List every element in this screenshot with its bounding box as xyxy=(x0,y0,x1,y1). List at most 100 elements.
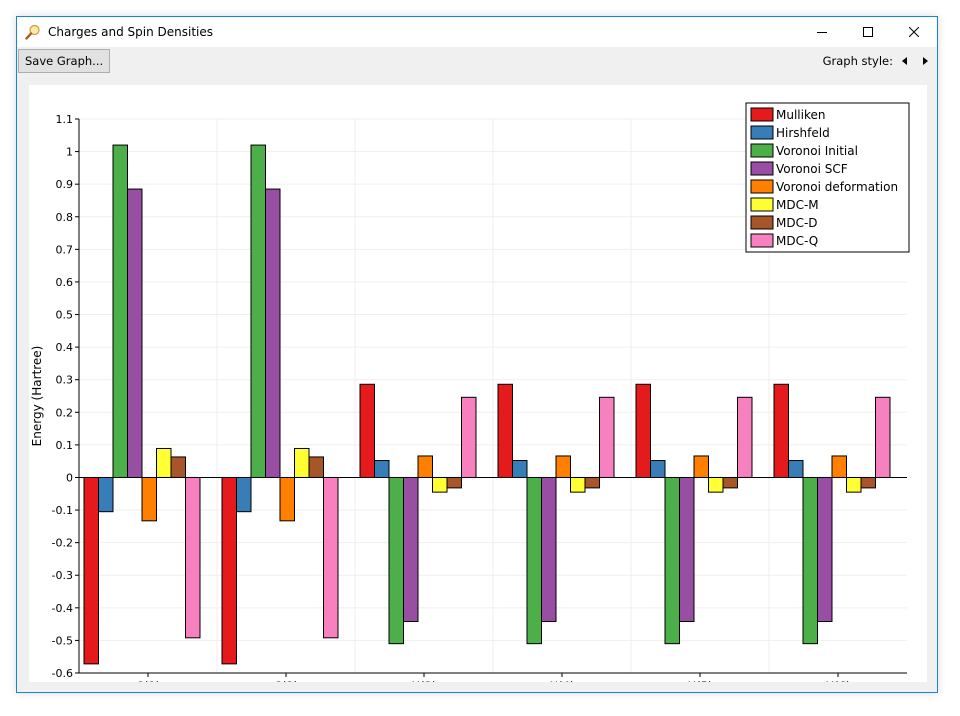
bar-mdc-d xyxy=(722,476,738,489)
y-axis-label: Energy (Hartree) xyxy=(30,346,44,447)
bar-voronoi-deformation xyxy=(279,476,295,522)
y-tick-label: 0.7 xyxy=(56,243,74,256)
y-tick-label: -0.6 xyxy=(52,667,73,680)
arrow-right-icon xyxy=(923,57,928,65)
legend-swatch xyxy=(750,215,774,230)
minimize-icon xyxy=(817,32,827,33)
legend-entry: MDC-M xyxy=(776,198,819,212)
magnifier-icon xyxy=(25,24,40,40)
bar-mdc-d xyxy=(308,456,324,478)
bar-mdc-q xyxy=(323,476,339,639)
bar-mdc-m xyxy=(846,476,862,493)
y-tick-label: 0.4 xyxy=(56,341,74,354)
bar-mulliken xyxy=(497,383,513,478)
bar-hirshfeld xyxy=(98,476,114,513)
maximize-button[interactable] xyxy=(845,17,891,47)
legend-entry: MDC-D xyxy=(776,216,818,230)
bar-chart: -0.6 -0.5 -0.4 -0.3 -0.2 -0.1 0 0.1 0.2 0.3 0.4 0.5… xyxy=(30,102,910,693)
x-tick-label: H(6) xyxy=(826,679,851,682)
y-tick-label: 0 xyxy=(66,471,73,484)
bar-voronoi-initial xyxy=(388,476,404,645)
y-tick-label: 1 xyxy=(66,146,73,159)
bar-voronoi-deformation xyxy=(555,455,571,478)
x-tick-label: C(1) xyxy=(136,679,160,682)
title-bar[interactable]: Charges and Spin Densities xyxy=(17,17,937,47)
bar-mulliken xyxy=(635,383,651,478)
legend-swatch xyxy=(750,161,774,176)
bar-mdc-d xyxy=(584,476,600,489)
legend-entry: Voronoi SCF xyxy=(776,162,848,176)
bar-mdc-d xyxy=(446,476,462,489)
x-tick-label: H(5) xyxy=(688,679,713,682)
bar-voronoi-scf xyxy=(679,476,695,623)
y-tick-label: -0.4 xyxy=(52,602,73,615)
y-tick-label: -0.3 xyxy=(52,569,73,582)
minimize-button[interactable] xyxy=(799,17,845,47)
x-tick-label: C(2) xyxy=(274,679,298,682)
graph-style-prev-button[interactable] xyxy=(897,51,913,71)
graph-style-next-button[interactable] xyxy=(917,51,933,71)
x-tick-label: H(3) xyxy=(412,679,437,682)
bar-hirshfeld xyxy=(650,460,666,478)
y-tick-label: 0.9 xyxy=(56,178,74,191)
y-tick-label: 1.1 xyxy=(56,113,74,126)
bar-mulliken xyxy=(359,383,375,478)
legend-swatch xyxy=(750,125,774,140)
graph-style-label: Graph style: xyxy=(822,54,893,68)
bar-voronoi-scf xyxy=(541,476,557,623)
bar-mdc-d xyxy=(860,476,876,489)
legend-entry: Hirshfeld xyxy=(776,126,830,140)
bar-voronoi-initial xyxy=(250,144,266,478)
legend-swatch xyxy=(750,179,774,194)
plot-area: -0.6 -0.5 -0.4 -0.3 -0.2 -0.1 0 0.1 0.2 0.3 0.4 0.5… xyxy=(29,85,927,693)
bar-hirshfeld xyxy=(512,460,528,478)
save-graph-button[interactable]: Save Graph... xyxy=(18,49,111,73)
charges-window: Charges and Spin Densities Save Graph...… xyxy=(16,16,938,693)
bar-voronoi-initial xyxy=(664,476,680,645)
bar-mulliken xyxy=(773,383,789,478)
bar-voronoi-deformation xyxy=(141,476,157,522)
y-tick-label: 0.5 xyxy=(56,309,74,322)
bar-mdc-m xyxy=(294,447,310,478)
close-icon xyxy=(909,27,919,37)
bar-mdc-m xyxy=(432,476,448,493)
bar-hirshfeld xyxy=(788,460,804,478)
bar-voronoi-initial xyxy=(802,476,818,645)
bar-voronoi-scf xyxy=(403,476,419,623)
bar-voronoi-initial xyxy=(526,476,542,645)
close-button[interactable] xyxy=(891,17,937,47)
legend-entry: Voronoi deformation xyxy=(776,180,898,194)
bar-mdc-m xyxy=(156,447,172,478)
bar-hirshfeld xyxy=(374,460,390,478)
bar-mdc-m xyxy=(570,476,586,493)
y-tick-label: 0.1 xyxy=(56,439,74,452)
bar-mdc-q xyxy=(737,396,753,478)
y-tick-label: 0.8 xyxy=(56,211,74,224)
bar-mdc-q xyxy=(461,396,477,478)
x-tick-label: H(4) xyxy=(550,679,575,682)
bar-mulliken xyxy=(83,476,99,665)
y-tick-label: 0.2 xyxy=(56,406,74,419)
bar-voronoi-deformation xyxy=(693,455,709,478)
y-tick-label: -0.1 xyxy=(52,504,73,517)
legend-entry: Voronoi Initial xyxy=(776,144,858,158)
window-title: Charges and Spin Densities xyxy=(48,25,213,39)
legend-swatch xyxy=(750,107,774,122)
bar-hirshfeld xyxy=(236,476,252,513)
legend-swatch xyxy=(750,197,774,212)
legend-swatch xyxy=(750,143,774,158)
y-tick-label: -0.5 xyxy=(52,634,73,647)
bar-voronoi-scf xyxy=(265,188,281,478)
bar-voronoi-deformation xyxy=(417,455,433,478)
arrow-left-icon xyxy=(902,57,907,65)
bar-voronoi-scf xyxy=(817,476,833,623)
y-tick-label: -0.2 xyxy=(52,537,73,550)
bar-mdc-q xyxy=(185,476,201,639)
bar-mdc-m xyxy=(708,476,724,493)
y-tick-label: 0.3 xyxy=(56,374,74,387)
bar-mdc-q xyxy=(875,396,891,478)
bar-voronoi-deformation xyxy=(831,455,847,478)
bar-mdc-d xyxy=(170,456,186,478)
bar-voronoi-scf xyxy=(127,188,143,478)
toolbar: Save Graph... Graph style: xyxy=(17,47,937,75)
